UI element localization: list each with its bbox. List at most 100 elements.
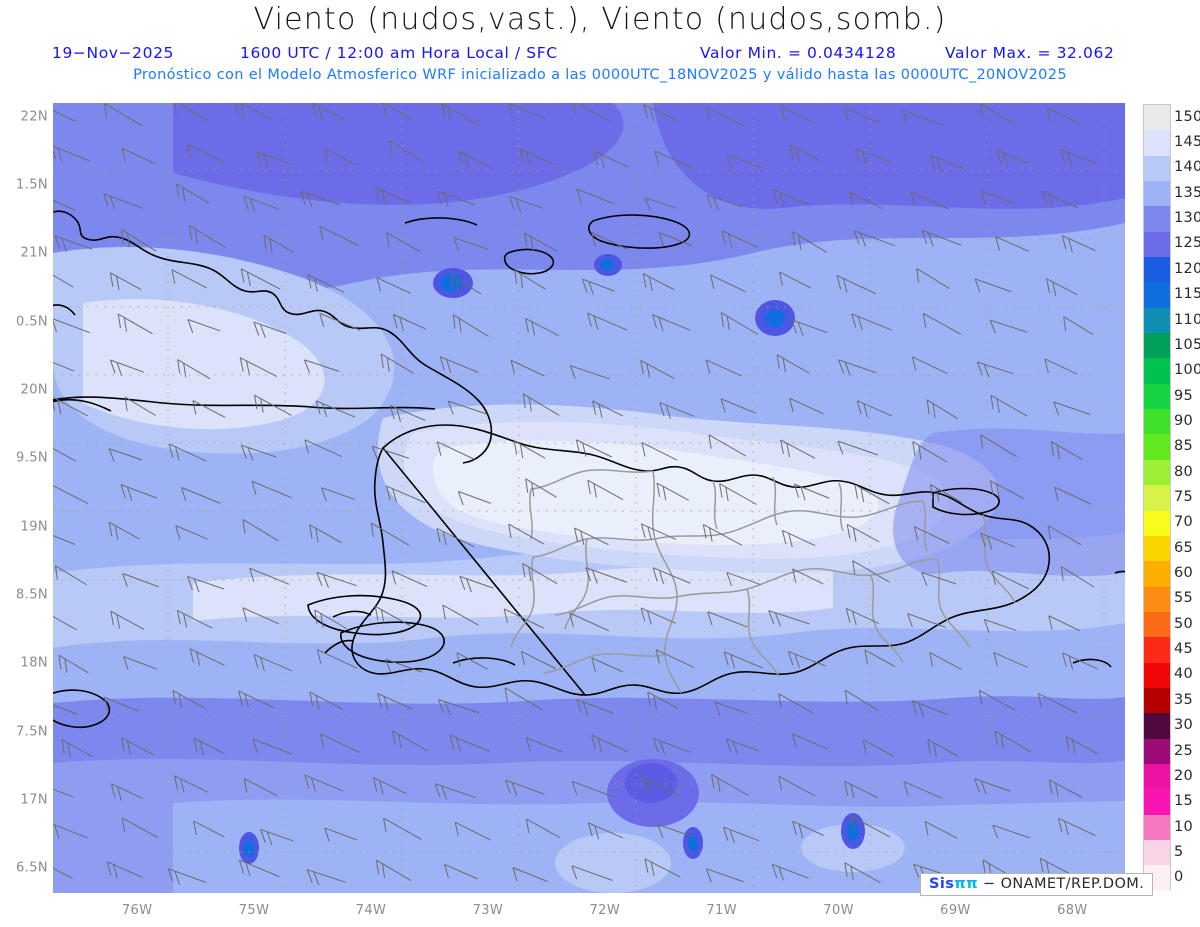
colorbar-tick-label: 50 — [1174, 615, 1194, 632]
wind-barb — [306, 869, 346, 886]
wind-barb — [726, 571, 761, 587]
wind-barb — [592, 400, 624, 418]
wind-barb — [642, 273, 675, 291]
colorbar-tick-label: 115 — [1174, 286, 1200, 303]
latitude-tick-label: 21N — [20, 245, 48, 261]
colorbar[interactable] — [1143, 104, 1171, 891]
wind-barb — [781, 529, 816, 548]
wind-barb — [514, 269, 546, 290]
longitude-tick-label: 70W — [823, 903, 854, 918]
wind-barb — [641, 775, 680, 797]
colorbar-tick-label: 70 — [1174, 514, 1194, 531]
wind-barb — [386, 232, 421, 253]
wind-barb — [370, 522, 410, 546]
longitude-tick-label: 72W — [589, 903, 621, 918]
wind-barb — [980, 190, 1016, 205]
wind-barb — [721, 230, 758, 248]
wind-barb — [309, 524, 343, 544]
logo-tt: ππ — [954, 876, 978, 892]
wind-barb — [854, 484, 890, 505]
page-title: Viento (nudos,vast.), Viento (nudos,somb… — [253, 2, 947, 37]
wind-barb — [593, 150, 629, 169]
wind-barb — [392, 313, 427, 332]
wind-barb — [643, 104, 679, 122]
wind-barb — [508, 103, 547, 120]
wind-barb — [243, 195, 279, 213]
longitude-tick-label: 75W — [238, 903, 270, 918]
wind-barb — [576, 188, 616, 205]
wind-barb — [304, 359, 340, 374]
colorbar-segment — [1144, 282, 1170, 308]
wind-barb — [1046, 107, 1080, 125]
colorbar-segment — [1144, 333, 1170, 359]
wind-barb — [793, 483, 830, 501]
colorbar-segment — [1144, 738, 1170, 764]
wind-barb — [242, 519, 279, 542]
wind-barb — [54, 565, 87, 586]
wind-barb — [720, 398, 757, 414]
colorbar-segment — [1144, 662, 1170, 688]
wind-barb — [53, 529, 76, 545]
colorbar-tick-label: 120 — [1174, 260, 1200, 277]
wind-barb — [791, 733, 829, 750]
wind-barb — [1062, 652, 1098, 670]
wind-barb — [845, 607, 880, 626]
forecast-date: 19−Nov−2025 — [52, 44, 174, 62]
wind-barb — [442, 604, 479, 626]
wind-barb — [452, 314, 489, 337]
wind-barb — [855, 148, 894, 166]
wind-barb — [989, 480, 1024, 499]
wind-barb — [978, 689, 1016, 711]
wind-barb — [453, 237, 489, 252]
wind-barb — [791, 319, 828, 336]
wind-barb — [1060, 148, 1097, 166]
wind-barb — [992, 824, 1030, 839]
wind-barb — [714, 701, 748, 716]
value-max-label: Valor Max. = 32.062 — [945, 44, 1115, 62]
wind-barb — [581, 278, 615, 296]
wind-barb — [53, 144, 91, 162]
map-plot-area[interactable] — [53, 103, 1125, 893]
wind-barb — [591, 657, 624, 673]
wind-barb — [187, 319, 221, 334]
wind-barb — [53, 609, 77, 631]
wind-barb — [251, 480, 292, 499]
wind-barb — [121, 147, 156, 165]
wind-barb — [242, 607, 280, 625]
colorbar-tick-label: 90 — [1174, 412, 1194, 429]
wind-barb — [525, 737, 563, 753]
wind-barb — [186, 143, 226, 164]
colorbar-tick-label: 40 — [1174, 666, 1194, 683]
wind-barb — [706, 194, 743, 211]
wind-barb — [976, 361, 1014, 378]
wind-barb — [458, 150, 492, 169]
wind-barb — [778, 693, 813, 714]
wind-barb — [252, 738, 292, 755]
wind-barb — [980, 103, 1015, 125]
wind-barb — [239, 357, 278, 377]
wind-barb — [53, 701, 78, 715]
latitude-axis: 22N 1.5N 21N 0.5N 20N 9.5N 19N 8.5N 18N 7.5N 17N 6.… — [0, 0, 52, 927]
wind-barb — [708, 434, 747, 457]
wind-barb — [53, 357, 75, 372]
wind-barb — [929, 652, 962, 670]
wind-barb — [1046, 278, 1078, 297]
graticule — [53, 103, 1125, 893]
wind-barb — [850, 815, 891, 838]
wind-barb — [974, 778, 1011, 795]
wind-barb — [172, 690, 206, 709]
wind-barb — [572, 103, 611, 122]
wind-barb — [657, 824, 694, 839]
wind-barb — [929, 484, 963, 504]
wind-barb — [844, 106, 880, 124]
wind-barb — [238, 690, 275, 709]
wind-barb — [449, 734, 490, 752]
colorbar-segment — [1144, 358, 1170, 384]
wind-barb — [53, 821, 88, 839]
wind-barb — [792, 820, 824, 839]
wind-barb — [508, 195, 543, 213]
wind-barb — [654, 150, 693, 169]
longitude-tick-label: 76W — [121, 903, 153, 918]
wind-barb — [771, 863, 809, 881]
